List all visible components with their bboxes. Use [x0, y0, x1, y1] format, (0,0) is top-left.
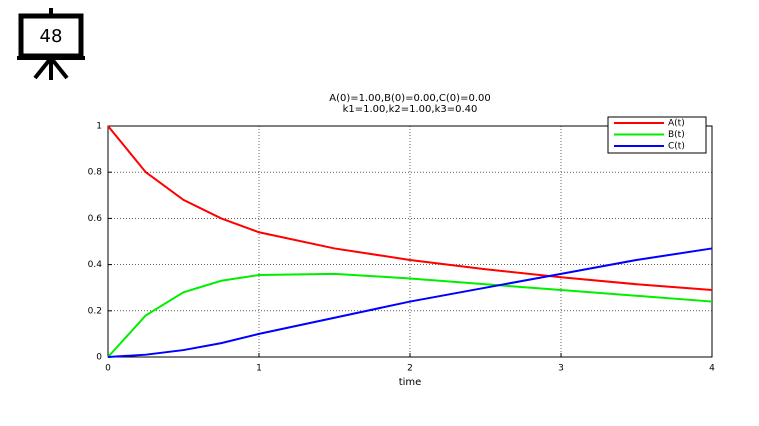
x-tick-label: 0	[105, 364, 111, 374]
chart-title: A(0)=1.00,B(0)=0.00,C(0)=0.00	[329, 93, 490, 104]
chart-title: k1=1.00,k2=1.00,k3=0.40	[343, 104, 478, 115]
x-tick-label: 1	[256, 364, 262, 374]
x-axis-label: time	[399, 377, 422, 388]
y-tick-label: 0.6	[88, 214, 103, 224]
x-tick-label: 4	[709, 364, 715, 374]
series-line	[107, 125, 713, 292]
series-line	[107, 247, 713, 358]
y-tick-label: 0.4	[88, 260, 103, 270]
legend-label: C(t)	[668, 142, 685, 152]
slide-number: 48	[40, 26, 63, 47]
legend-label: A(t)	[668, 119, 685, 129]
plot-frame	[107, 125, 713, 358]
slide-icon: 48	[17, 8, 85, 80]
y-tick-label: 1	[96, 122, 102, 132]
y-tick-label: 0.8	[88, 168, 103, 178]
icon-leg	[33, 56, 53, 80]
y-tick-label: 0	[96, 353, 102, 363]
icon-leg	[49, 56, 69, 80]
series-line	[107, 272, 713, 358]
legend-label: B(t)	[668, 130, 685, 140]
x-tick-label: 3	[558, 364, 564, 374]
y-tick-label: 0.2	[88, 306, 102, 316]
x-tick-label: 2	[407, 364, 413, 374]
